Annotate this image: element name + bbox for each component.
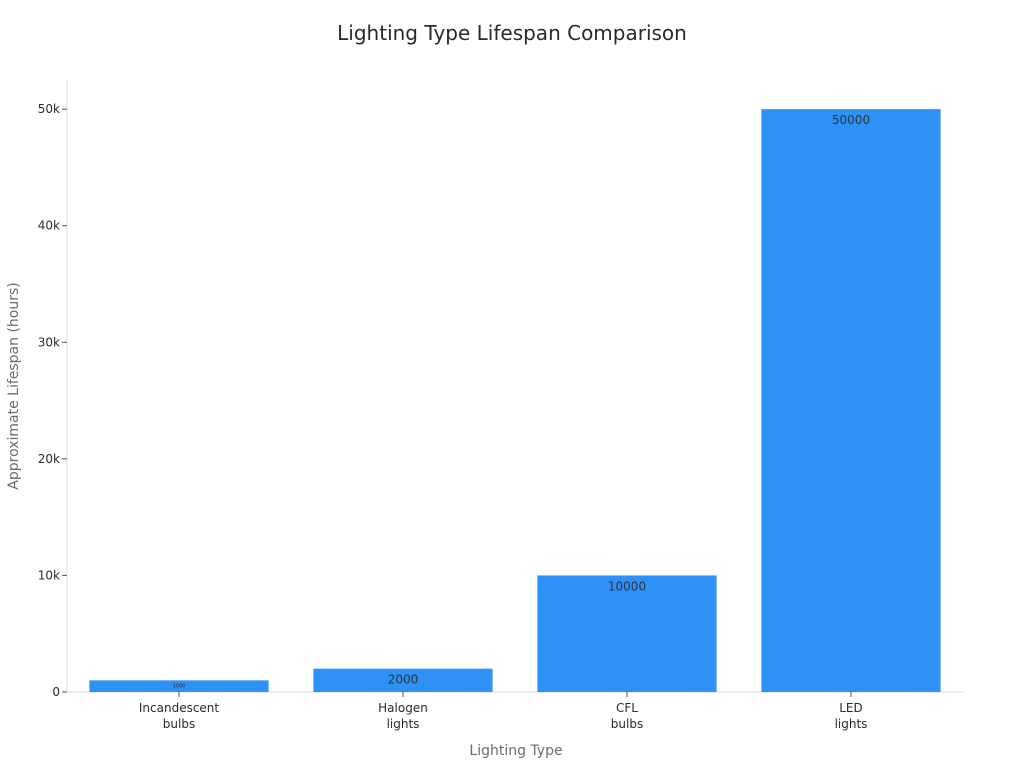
y-tick-label: 40k [38,219,60,233]
bar-data-label: 2000 [388,673,419,687]
y-tick-label: 30k [38,335,60,349]
y-tick-label: 20k [38,452,60,466]
y-tick-label: 50k [38,102,60,116]
bar [537,575,717,692]
chart-title: Lighting Type Lifespan Comparison [337,21,687,45]
x-tick-label: Halogen [378,701,428,715]
bar-data-label: 10000 [608,579,646,593]
x-tick-label: CFL [616,701,638,715]
x-tick-label: bulbs [611,717,643,731]
bar [89,680,269,692]
y-axis-title: Approximate Lifespan (hours) [6,282,22,489]
x-tick-label: lights [835,717,868,731]
bar [313,668,493,692]
x-axis-title: Lighting Type [469,743,562,759]
plot-area: 0 10k 20k 30k 40k 50k 1000 Incandescent bulbs 200… [38,80,963,731]
y-tick-label: 0 [52,685,60,699]
x-tick-label: bulbs [163,717,195,731]
x-tick-label: lights [387,717,420,731]
y-tick-label: 10k [38,568,60,582]
bar-data-label: 1000 [173,683,186,689]
x-tick-label: LED [839,701,863,715]
x-tick-label: Incandescent [139,701,220,715]
bar [761,109,941,692]
bar-data-label: 50000 [832,113,870,127]
